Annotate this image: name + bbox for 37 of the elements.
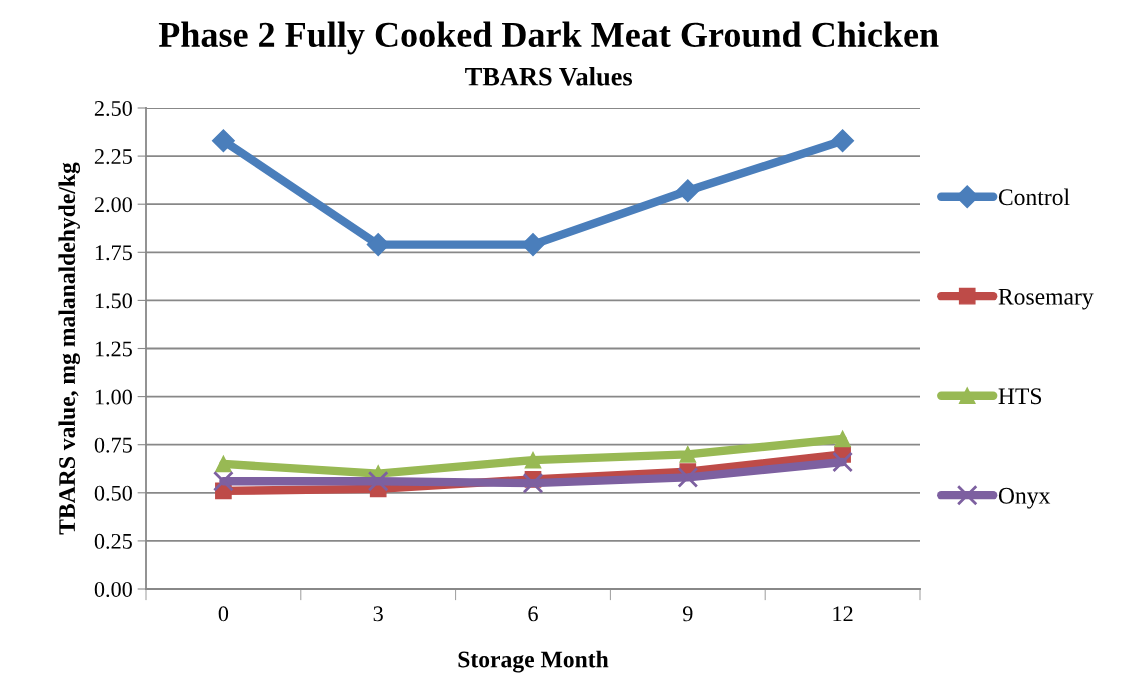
y-tick-label: 2.00: [94, 197, 132, 213]
point: [215, 455, 232, 473]
point: [834, 430, 851, 448]
point: [366, 233, 390, 257]
point: [211, 129, 235, 153]
point: [676, 179, 700, 203]
y-tick-label: 1.25: [95, 341, 132, 357]
point: [524, 451, 542, 469]
chart-title: Phase 2 Fully Cooked Dark Meat Ground Chicken: [158, 21, 939, 55]
y-tick-label: 2.50: [94, 100, 132, 117]
point: [831, 129, 855, 153]
x-tick-label: 3: [373, 606, 383, 622]
y-tick-label: 1.75: [95, 245, 132, 261]
y-tick-label: 0.50: [94, 485, 132, 501]
point: [832, 451, 854, 473]
legend-label: Onyx: [998, 487, 1051, 509]
y-tick-label: 1.50: [95, 293, 132, 309]
y-tick-label: 0.25: [94, 533, 132, 549]
legend-label: Rosemary: [998, 288, 1094, 310]
y-axis-title: TBARS value, mg malanaldehyde/kg: [58, 162, 81, 535]
point: [367, 470, 389, 492]
point: [212, 470, 234, 492]
x-tick-label: 9: [682, 606, 693, 622]
point: [677, 466, 699, 488]
y-tick-label: 2.25: [94, 149, 132, 165]
point: [679, 445, 697, 463]
y-tick-label: 0.00: [94, 581, 132, 598]
legend-label: HTS: [998, 388, 1042, 405]
x-tick-label: 6: [528, 606, 538, 622]
y-tick-label: 1.00: [95, 389, 132, 405]
x-tick-label: 0: [218, 606, 229, 622]
x-axis-title: Storage Month: [458, 650, 609, 673]
y-tick-label: 0.75: [94, 437, 132, 453]
legend-label: Control: [998, 188, 1070, 206]
point: [522, 472, 544, 494]
x-tick-label: 12: [833, 606, 853, 622]
chart-subtitle: TBARS Values: [465, 67, 633, 86]
